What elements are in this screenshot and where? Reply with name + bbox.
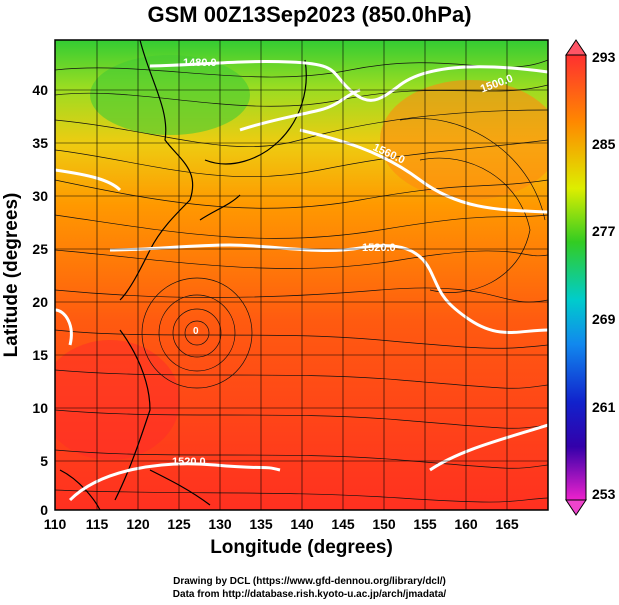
colorbar-label: 261 [592,399,616,415]
colorbar-max-arrow [565,39,587,56]
contour-label-1480: 1480.0 [183,57,217,69]
y-tick: 35 [32,135,48,151]
x-axis-label: Longitude (degrees) [210,537,393,558]
y-tick: 15 [32,347,48,363]
y-tick: 40 [32,82,48,98]
credit-drawing: Drawing by DCL (https://www.gfd-dennou.o… [173,576,446,587]
graticule [55,40,548,510]
x-tick: 120 [126,516,150,532]
contour-label-1520-north: 1520.0 [362,242,396,254]
y-tick: 10 [32,400,48,416]
credit-data: Data from http://database.rish.kyoto-u.a… [172,589,447,600]
colorbar-label: 253 [592,486,616,502]
y-tick: 0 [40,502,48,518]
x-tick: 110 [43,516,67,532]
map-title: GSM 00Z13Sep2023 (850.0hPa) [147,2,472,27]
x-tick: 165 [495,516,519,532]
colorbar-label: 293 [592,49,616,65]
y-tick: 30 [32,188,48,204]
y-tick: 5 [40,453,48,469]
x-tick: 135 [249,516,273,532]
map-frame [54,39,549,511]
y-axis-label: Latitude (degrees) [1,192,22,358]
x-tick: 140 [290,516,314,532]
x-tick: 125 [167,516,191,532]
y-tick: 25 [32,241,48,257]
coastline [59,40,307,510]
colorbar-min-arrow [565,499,587,516]
colorbar-label: 285 [592,136,616,152]
colorbar-label: 277 [592,223,616,239]
colorbar [565,54,587,501]
x-tick: 160 [454,516,478,532]
colorbar-label: 269 [592,311,616,327]
x-tick: 130 [208,516,232,532]
x-tick: 155 [413,516,437,532]
x-tick: 115 [85,516,109,532]
cyclone-center-marker: 0 [193,326,199,337]
x-tick: 150 [372,516,396,532]
y-tick: 20 [32,294,48,310]
x-tick: 145 [331,516,355,532]
contour-label-1520-south: 1520.0 [172,456,206,468]
